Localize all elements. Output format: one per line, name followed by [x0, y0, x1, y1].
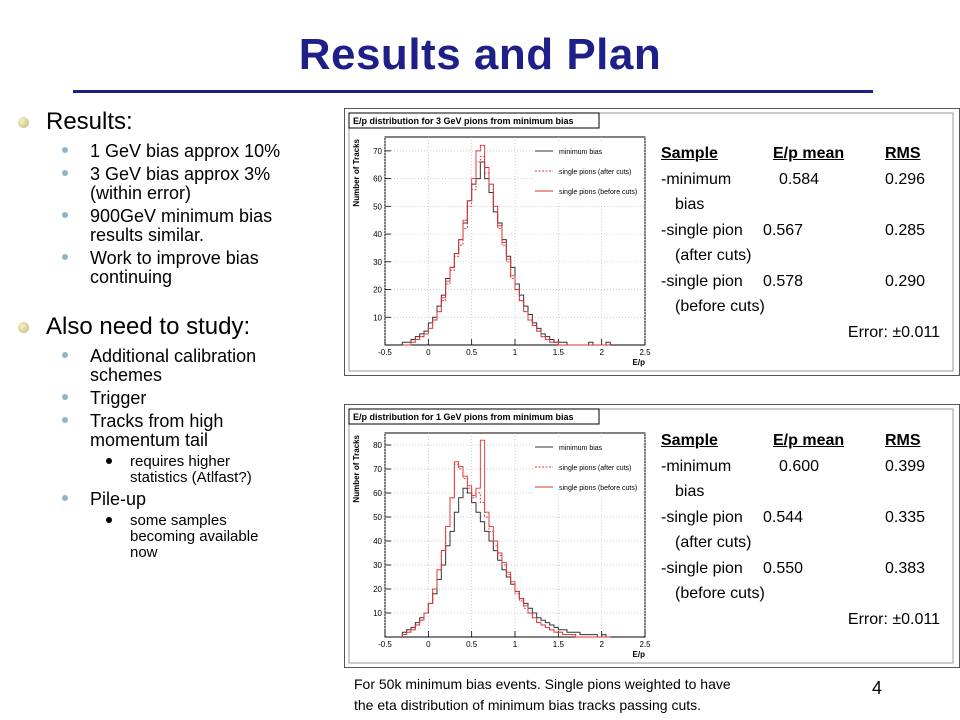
plot-panel-1gev: E/p distribution for 1 GeV pions from mi… [344, 404, 960, 668]
tick-label-x: 0.5 [466, 348, 478, 357]
tick-label-y: 70 [373, 147, 382, 156]
axis-label-y: Number of Tracks [352, 434, 361, 502]
tick-label-x: 1.5 [553, 348, 565, 357]
tick-label-y: 50 [373, 202, 382, 211]
plot-panel-3gev: E/p distribution for 3 GeV pions from mi… [344, 108, 960, 376]
tick-label-y: 20 [373, 585, 382, 594]
tick-label-x: 0.5 [466, 640, 478, 649]
bullet-s4-sub: some samples becoming available now [18, 513, 338, 561]
bullet-r2: 3 GeV bias approx 3% (within error) [18, 165, 338, 203]
tick-label-y: 80 [373, 441, 382, 450]
bullet-dot-icon [62, 417, 68, 423]
tick-label-y: 60 [373, 175, 382, 184]
tick-label-x: 2.5 [639, 640, 651, 649]
tick-label-y: 10 [373, 313, 382, 322]
axis-label-y: Number of Tracks [352, 138, 361, 206]
bullet-dot-icon [62, 254, 68, 260]
axis-label-x: E/p [633, 358, 646, 367]
tick-label-y: 50 [373, 513, 382, 522]
tick-label-y: 30 [373, 561, 382, 570]
bullet-study: Also need to study: [18, 313, 338, 341]
tick-label-x: 1 [513, 640, 518, 649]
tick-label-x: 0 [426, 348, 431, 357]
chart-title: E/p distribution for 1 GeV pions from mi… [353, 412, 574, 422]
axis-label-x: E/p [633, 650, 646, 659]
tick-label-y: 40 [373, 537, 382, 546]
tick-label-y: 40 [373, 230, 382, 239]
tick-label-x: 1 [513, 348, 518, 357]
tick-label-x: 2.5 [639, 348, 651, 357]
tick-label-y: 30 [373, 258, 382, 267]
legend-entry: minimum bias [559, 149, 603, 156]
bullet-r1: 1 GeV bias approx 10% [18, 142, 338, 161]
stats-table-1gev: Sample E/p mean RMS -minimum 0.600 0.399 bia… [661, 432, 940, 628]
bullet-dot-icon [62, 495, 68, 501]
legend-entry: single pions (after cuts) [559, 465, 631, 472]
title-underline [73, 90, 873, 93]
bullet-s4: Pile-up [18, 490, 338, 509]
series-line-2 [401, 439, 611, 638]
tick-label-y: 20 [373, 286, 382, 295]
chart-title-box [348, 408, 600, 425]
bullet-s3-sub: requires higher statistics (Atlfast?) [18, 454, 338, 486]
bullet-dot-icon [62, 170, 68, 176]
tick-label-y: 10 [373, 609, 382, 618]
bullet-dot-icon [106, 517, 112, 523]
bullet-dot-icon [62, 147, 68, 153]
tick-label-y: 70 [373, 465, 382, 474]
stats-table-3gev: Sample E/p mean RMS -minimum 0.584 0.296 bia… [661, 145, 940, 341]
bullet-dot-icon [62, 394, 68, 400]
bullet-dot-icon [106, 458, 112, 464]
tick-label-x: 1.5 [553, 640, 565, 649]
legend-entry: single pions (before cuts) [559, 189, 637, 196]
page-number: 4 [872, 678, 883, 698]
bullet-r3: 900GeV minimum bias results similar. [18, 207, 338, 245]
histogram-1gev: E/p distribution for 1 GeV pions from mi… [348, 408, 954, 664]
legend-entry: minimum bias [559, 445, 603, 452]
histogram-3gev: E/p distribution for 3 GeV pions from mi… [348, 112, 954, 372]
bullet-dot-icon [62, 352, 68, 358]
legend-entry: single pions (after cuts) [559, 169, 631, 176]
bullet-s2: Trigger [18, 389, 338, 408]
slide-title: Results and Plan [298, 30, 662, 79]
chart-title-box [348, 112, 600, 129]
bullet-dot-icon [18, 117, 29, 128]
tick-label-x: 2 [599, 348, 604, 357]
tick-label-x: -0.5 [378, 348, 392, 357]
tick-label-y: 60 [373, 489, 382, 498]
bullet-dot-icon [18, 322, 29, 333]
bullet-s3: Tracks from high momentum tail [18, 412, 338, 450]
series-line-2 [402, 144, 611, 346]
legend-entry: single pions (before cuts) [559, 485, 637, 492]
bullet-results: Results: [18, 108, 338, 136]
bullet-dot-icon [62, 212, 68, 218]
tick-label-x: 0 [426, 640, 431, 649]
tick-label-x: 2 [599, 640, 604, 649]
tick-label-x: -0.5 [378, 640, 392, 649]
chart-title: E/p distribution for 3 GeV pions from mi… [353, 116, 574, 126]
figure-caption: For 50k minimum bias events. Single pion… [354, 676, 731, 713]
bullet-list: Results: 1 GeV bias approx 10% 3 GeV bia… [18, 108, 338, 565]
bullet-r4: Work to improve bias continuing [18, 249, 338, 287]
bullet-s1: Additional calibration schemes [18, 347, 338, 385]
